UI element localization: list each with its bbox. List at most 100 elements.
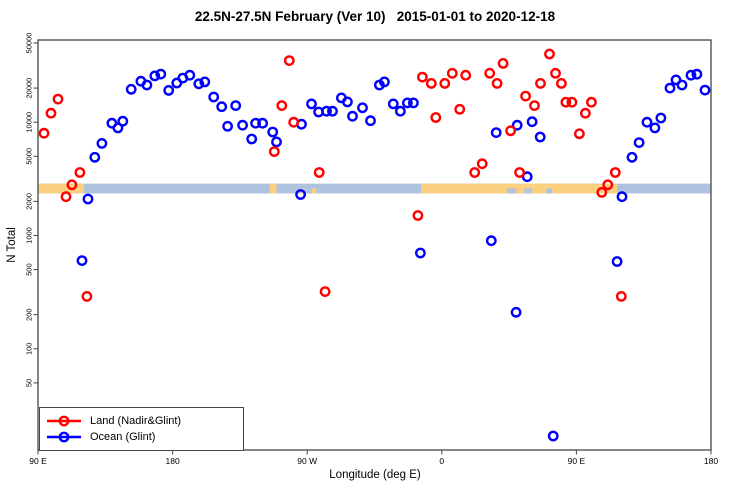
- y-tick-label: 10000: [25, 112, 34, 133]
- x-axis-title: Longitude (deg E): [329, 469, 421, 481]
- data-point-ocean: [250, 117, 262, 129]
- data-point-land: [484, 67, 496, 79]
- data-point-ocean: [306, 98, 317, 110]
- map-strip-land: [38, 183, 84, 194]
- map-strip-ocean: [38, 183, 711, 194]
- y-tick-label: 500: [25, 263, 34, 276]
- data-point-ocean: [295, 189, 306, 200]
- data-point-ocean: [670, 74, 682, 86]
- data-point-land: [560, 96, 572, 108]
- data-point-ocean: [664, 82, 676, 94]
- y-axis-title: N Total: [6, 227, 18, 263]
- data-point-land: [574, 128, 585, 140]
- data-point-land: [439, 78, 451, 89]
- data-point-ocean: [534, 131, 546, 143]
- data-point-ocean: [82, 193, 94, 205]
- data-point-ocean: [641, 116, 653, 128]
- x-tick-label: 90 E: [29, 456, 47, 466]
- data-point-ocean: [237, 119, 249, 131]
- data-point-ocean: [112, 122, 124, 134]
- data-point-ocean: [407, 97, 419, 109]
- data-point-ocean: [626, 151, 638, 163]
- y-tick-label: 2000: [25, 193, 34, 210]
- data-point-land: [74, 167, 86, 178]
- data-point-ocean: [76, 255, 88, 266]
- y-tick-label: 1000: [25, 227, 34, 244]
- data-point-land: [596, 186, 608, 198]
- data-point-ocean: [341, 96, 353, 108]
- data-point-ocean: [125, 83, 137, 95]
- data-point-land: [425, 78, 437, 89]
- x-tick-label: 90 W: [297, 456, 317, 466]
- data-point-ocean: [511, 119, 523, 131]
- data-point-ocean: [485, 235, 497, 247]
- data-point-land: [497, 58, 509, 69]
- y-tick-label: 50000: [25, 33, 34, 54]
- data-point-land: [544, 48, 555, 60]
- data-point-ocean: [184, 69, 196, 81]
- data-point-ocean: [96, 137, 108, 149]
- data-point-ocean: [414, 247, 426, 259]
- legend-item-land: Land (Nadir&Glint): [45, 413, 243, 429]
- data-point-land: [469, 167, 481, 178]
- x-tick-label: 0: [439, 456, 444, 466]
- data-point-land: [319, 286, 331, 297]
- x-tick-label: 180: [166, 456, 180, 466]
- data-point-ocean: [163, 85, 175, 96]
- plot-border: [37, 39, 712, 451]
- data-point-ocean: [691, 68, 703, 80]
- data-point-ocean: [357, 102, 368, 114]
- data-point-land: [430, 112, 442, 123]
- data-point-ocean: [141, 79, 153, 91]
- data-point-ocean: [216, 101, 228, 113]
- map-strip-ocean-inlet: [524, 188, 533, 194]
- data-point-ocean: [655, 112, 667, 124]
- data-point-ocean: [685, 69, 697, 81]
- data-point-land: [81, 290, 93, 302]
- data-point-ocean: [521, 171, 533, 183]
- data-point-ocean: [321, 105, 332, 117]
- data-point-ocean: [699, 84, 711, 96]
- data-point-ocean: [222, 120, 234, 132]
- map-strip-ocean-inlet: [546, 188, 553, 194]
- data-point-ocean: [510, 306, 522, 318]
- data-point-ocean: [616, 191, 628, 203]
- data-point-land: [412, 210, 424, 221]
- data-point-ocean: [365, 115, 376, 127]
- data-point-ocean: [199, 76, 211, 88]
- data-point-land: [535, 78, 546, 89]
- data-point-ocean: [327, 105, 338, 117]
- data-point-ocean: [401, 97, 413, 109]
- y-tick-label: 200: [25, 308, 34, 321]
- legend-label-land: Land (Nadir&Glint): [90, 414, 182, 427]
- data-point-ocean: [271, 136, 282, 148]
- data-point-land: [460, 69, 472, 81]
- map-strip-land: [269, 183, 277, 194]
- data-point-ocean: [490, 127, 502, 139]
- data-point-land: [66, 179, 78, 191]
- data-point-land: [529, 100, 540, 112]
- data-point-land: [580, 107, 591, 119]
- data-point-land: [60, 191, 72, 203]
- y-tick-label: 20000: [25, 78, 34, 99]
- data-point-land: [514, 167, 525, 178]
- data-point-land: [268, 146, 280, 158]
- data-point-land: [491, 78, 503, 89]
- y-tick-label: 5000: [25, 148, 34, 165]
- data-point-ocean: [387, 98, 399, 110]
- data-point-land: [602, 179, 614, 191]
- ocean-series-swatch: [47, 431, 81, 443]
- map-strip-ocean-inlet: [507, 188, 517, 194]
- data-point-land: [556, 78, 567, 89]
- y-tick-label: 100: [25, 343, 34, 356]
- data-point-ocean: [155, 68, 167, 80]
- data-point-ocean: [208, 91, 220, 103]
- data-point-land: [38, 127, 50, 139]
- legend-label-ocean: Ocean (Glint): [90, 430, 156, 443]
- land-series-swatch: [47, 415, 81, 427]
- data-point-land: [609, 167, 621, 178]
- data-point-land: [520, 90, 531, 102]
- data-point-land: [416, 71, 428, 83]
